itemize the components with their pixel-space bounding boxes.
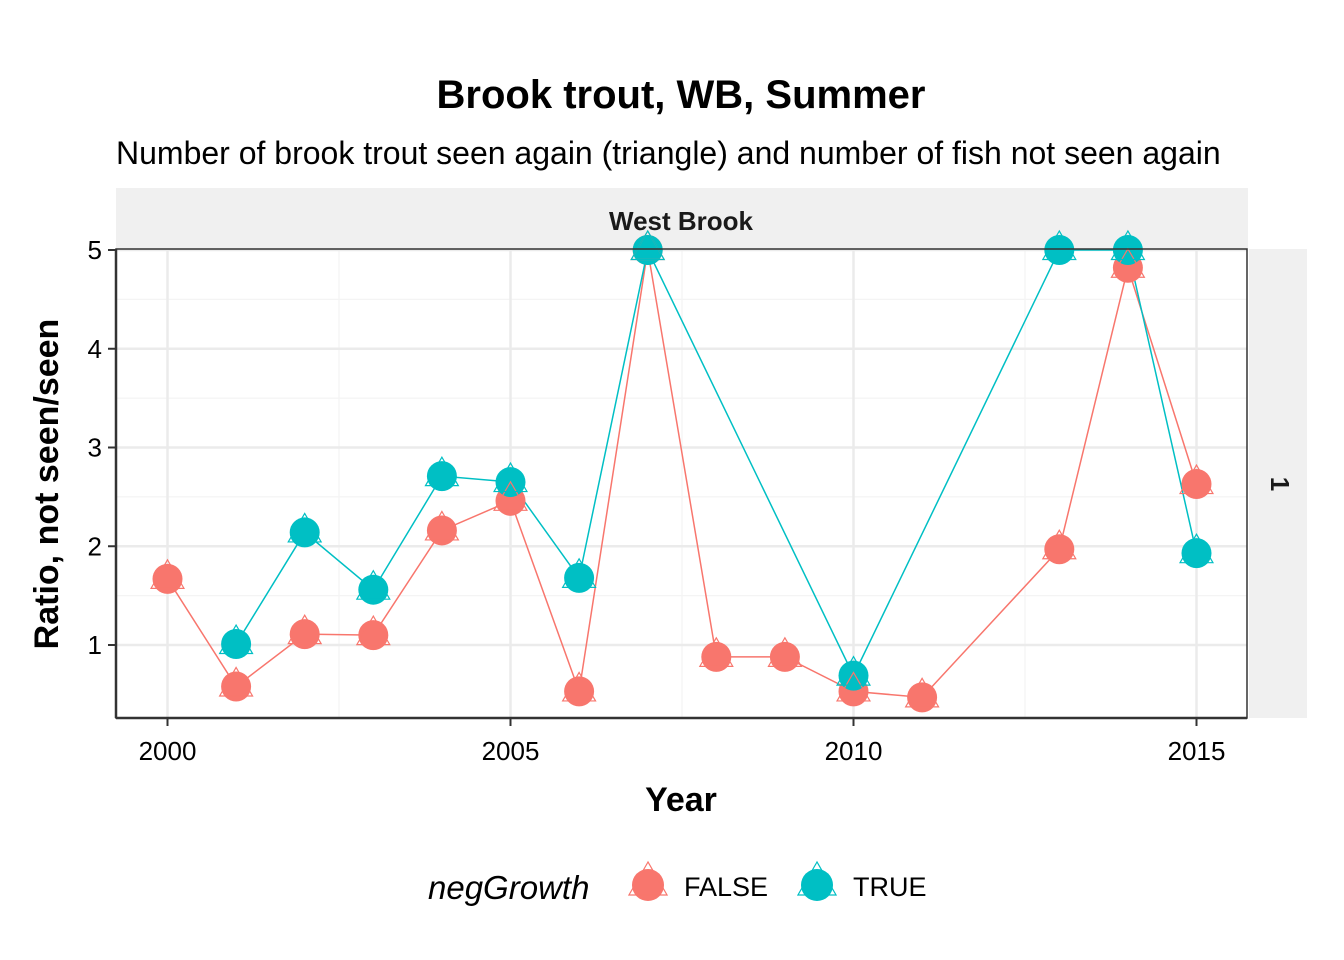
x-tick-label: 2010 xyxy=(825,736,883,766)
point-false xyxy=(564,676,595,707)
y-tick-label: 3 xyxy=(88,433,102,463)
point-true xyxy=(838,660,869,691)
point-false xyxy=(426,515,457,546)
triangle-true xyxy=(493,461,528,493)
triangle-false xyxy=(698,636,734,667)
triangle-false xyxy=(767,636,803,667)
triangle-true xyxy=(836,655,871,686)
facet-row-label: 1 xyxy=(1265,477,1295,491)
y-axis-ticks: 1 2 3 4 5 xyxy=(88,235,116,660)
point-false xyxy=(289,619,320,650)
point-true xyxy=(1044,235,1075,265)
series-layer xyxy=(150,229,1214,713)
point-true xyxy=(221,629,252,660)
legend-circle xyxy=(801,869,833,901)
point-false xyxy=(221,671,252,702)
point-false xyxy=(701,641,732,672)
x-tick-label: 2015 xyxy=(1168,736,1226,766)
point-false xyxy=(1044,534,1075,565)
point-false xyxy=(152,563,183,594)
legend-label-false: FALSE xyxy=(684,872,768,902)
y-axis-title: Ratio, not seen/seen xyxy=(28,319,66,650)
point-true xyxy=(632,235,663,265)
legend-triangle xyxy=(627,860,669,896)
triangle-false xyxy=(561,671,597,702)
chart-subtitle: Number of brook trout seen again (triang… xyxy=(116,135,1221,171)
point-true xyxy=(564,562,595,593)
chart-title: Brook trout, WB, Summer xyxy=(437,73,926,117)
point-true xyxy=(289,517,320,548)
y-tick-label: 2 xyxy=(88,531,102,561)
triangle-false xyxy=(218,666,254,697)
x-tick-label: 2005 xyxy=(482,736,540,766)
triangle-false xyxy=(355,614,391,646)
legend-circle xyxy=(632,869,664,901)
triangle-true xyxy=(561,557,597,588)
legend-key-true xyxy=(796,860,838,901)
point-true xyxy=(358,574,389,605)
legend-label-true: TRUE xyxy=(853,872,927,902)
triangle-false xyxy=(424,510,460,541)
triangle-true xyxy=(1110,229,1146,261)
triangle-false xyxy=(1110,247,1146,278)
x-axis-ticks: 2000 2005 2010 2015 xyxy=(139,718,1226,766)
y-tick-label: 1 xyxy=(88,630,102,660)
legend-triangle xyxy=(796,860,838,896)
point-false xyxy=(769,641,800,672)
triangle-true xyxy=(355,569,391,600)
x-axis-title: Year xyxy=(645,781,717,819)
point-true xyxy=(1112,235,1143,265)
point-true xyxy=(1181,538,1212,569)
triangle-false xyxy=(1179,463,1214,495)
facet-strip-right xyxy=(1249,249,1307,718)
y-tick-label: 4 xyxy=(88,334,102,364)
x-tick-label: 2000 xyxy=(139,736,197,766)
triangle-true xyxy=(1041,229,1077,261)
triangle-true xyxy=(218,623,254,655)
y-tick-label: 5 xyxy=(88,235,102,265)
point-false xyxy=(907,682,938,713)
triangle-false xyxy=(287,613,323,645)
triangle-false xyxy=(904,677,940,708)
triangle-true xyxy=(424,455,460,487)
triangle-false xyxy=(1041,529,1077,560)
point-true xyxy=(426,461,457,492)
triangle-true xyxy=(1179,532,1214,564)
triangle-true xyxy=(630,229,666,261)
triangle-false xyxy=(150,558,185,589)
legend-key-false xyxy=(627,860,669,901)
point-false xyxy=(1181,469,1212,500)
legend-title: negGrowth xyxy=(428,869,589,906)
triangle-false xyxy=(493,480,528,511)
triangle-true xyxy=(287,512,323,543)
legend: negGrowth FALSE TRUE xyxy=(428,860,927,906)
point-false xyxy=(358,620,389,651)
triangle-false xyxy=(836,671,871,702)
facet-strip-label: West Brook xyxy=(609,206,754,236)
